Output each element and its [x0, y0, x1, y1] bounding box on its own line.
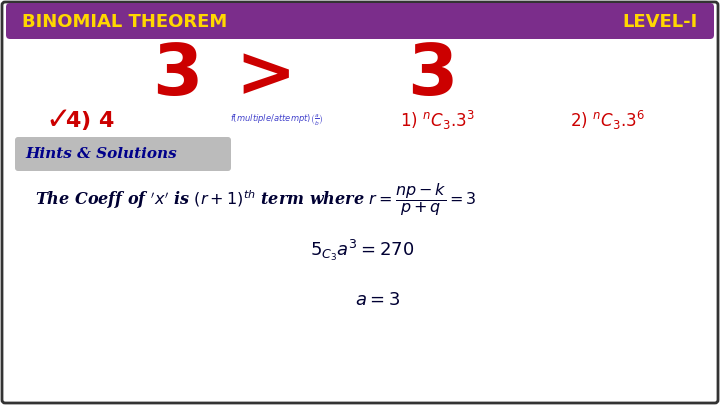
Text: $f(multiple/attempt)\left(\frac{a}{b}\right)$: $f(multiple/attempt)\left(\frac{a}{b}\ri… — [230, 113, 323, 128]
Text: ✓: ✓ — [45, 105, 71, 134]
Text: $5_{C_3} a^3 = 270$: $5_{C_3} a^3 = 270$ — [310, 237, 414, 262]
Text: The Coeff of $'x'$ is $(r+1)^{th}$ term where $r = \dfrac{np-k}{p+q} = 3$: The Coeff of $'x'$ is $(r+1)^{th}$ term … — [35, 181, 477, 218]
Text: Hints & Solutions: Hints & Solutions — [25, 147, 176, 161]
Text: LEVEL-I: LEVEL-I — [623, 13, 698, 31]
Text: $\mathbf{3}$: $\mathbf{3}$ — [407, 40, 454, 109]
Text: $2)\ {}^{n}C_3.3^6$: $2)\ {}^{n}C_3.3^6$ — [570, 109, 644, 132]
FancyBboxPatch shape — [6, 3, 714, 39]
Text: $a = 3$: $a = 3$ — [355, 291, 400, 309]
Text: BINOMIAL THEOREM: BINOMIAL THEOREM — [22, 13, 228, 31]
Text: $\mathbf{4)}$ $\mathbf{4}$: $\mathbf{4)}$ $\mathbf{4}$ — [65, 109, 114, 132]
Text: $\mathbf{3}$: $\mathbf{3}$ — [152, 40, 198, 109]
Text: $\mathbf{>}$: $\mathbf{>}$ — [220, 40, 289, 109]
FancyBboxPatch shape — [15, 137, 231, 171]
Text: $1)\ {}^{n}C_3.3^3$: $1)\ {}^{n}C_3.3^3$ — [400, 109, 474, 132]
